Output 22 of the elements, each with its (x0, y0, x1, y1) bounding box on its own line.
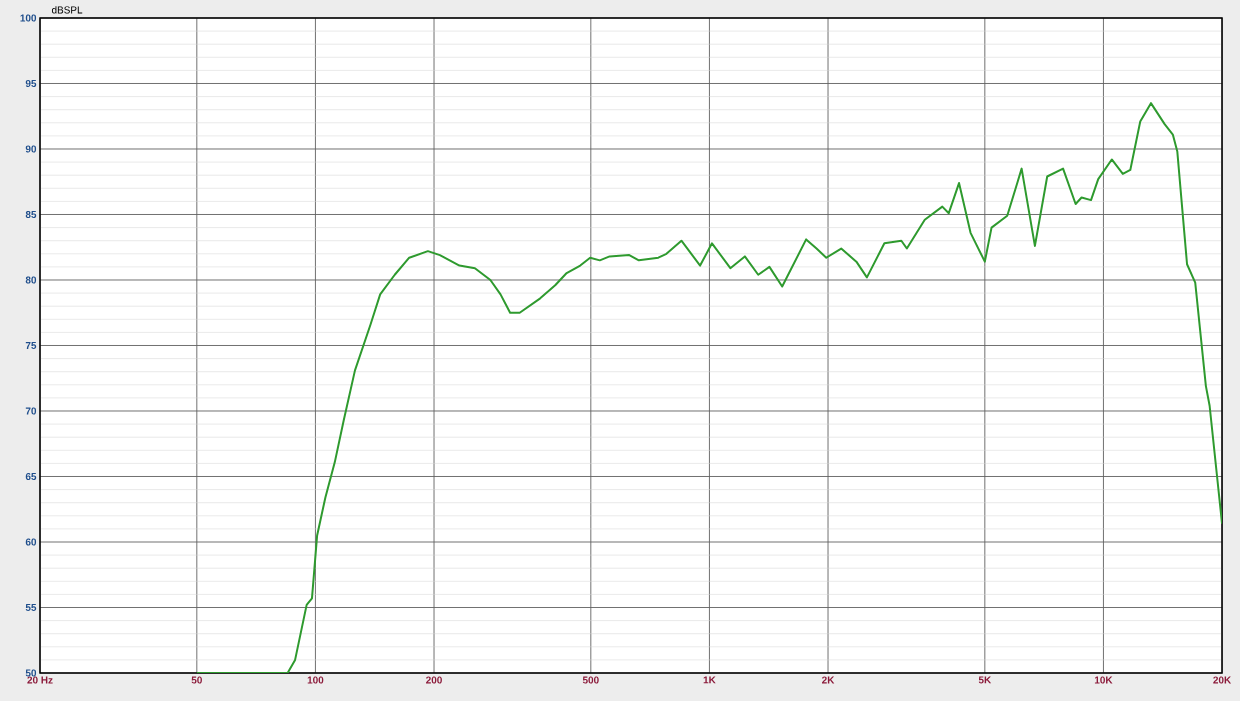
y-tick-label: 50 (25, 669, 37, 677)
x-tick-label: 500 (582, 676, 599, 684)
y-tick-label: 75 (25, 342, 37, 349)
x-tick-label: 2K (822, 676, 835, 684)
y-tick-label: 80 (25, 276, 37, 284)
y-tick-label: 60 (25, 538, 37, 546)
x-tick-label: 20 Hz (27, 676, 53, 684)
y-tick-label: 100 (20, 14, 37, 22)
y-tick-label: 55 (25, 604, 37, 611)
x-tick-label: 50 (191, 676, 202, 684)
y-tick-label: 65 (25, 472, 37, 481)
x-tick-label: 200 (426, 676, 442, 684)
y-tick-label: 95 (25, 79, 37, 88)
y-axis-title: dBSPL (51, 6, 83, 14)
y-tick-label: 90 (25, 145, 37, 153)
y-tick-label: 85 (25, 210, 37, 219)
x-tick-label: 1K (703, 676, 716, 684)
y-tick-label: 70 (25, 407, 37, 415)
x-tick-label: 20K (1213, 676, 1232, 684)
x-tick-label: 5K (978, 676, 992, 684)
x-tick-label: 100 (307, 676, 324, 684)
x-tick-label: 10K (1094, 676, 1113, 684)
